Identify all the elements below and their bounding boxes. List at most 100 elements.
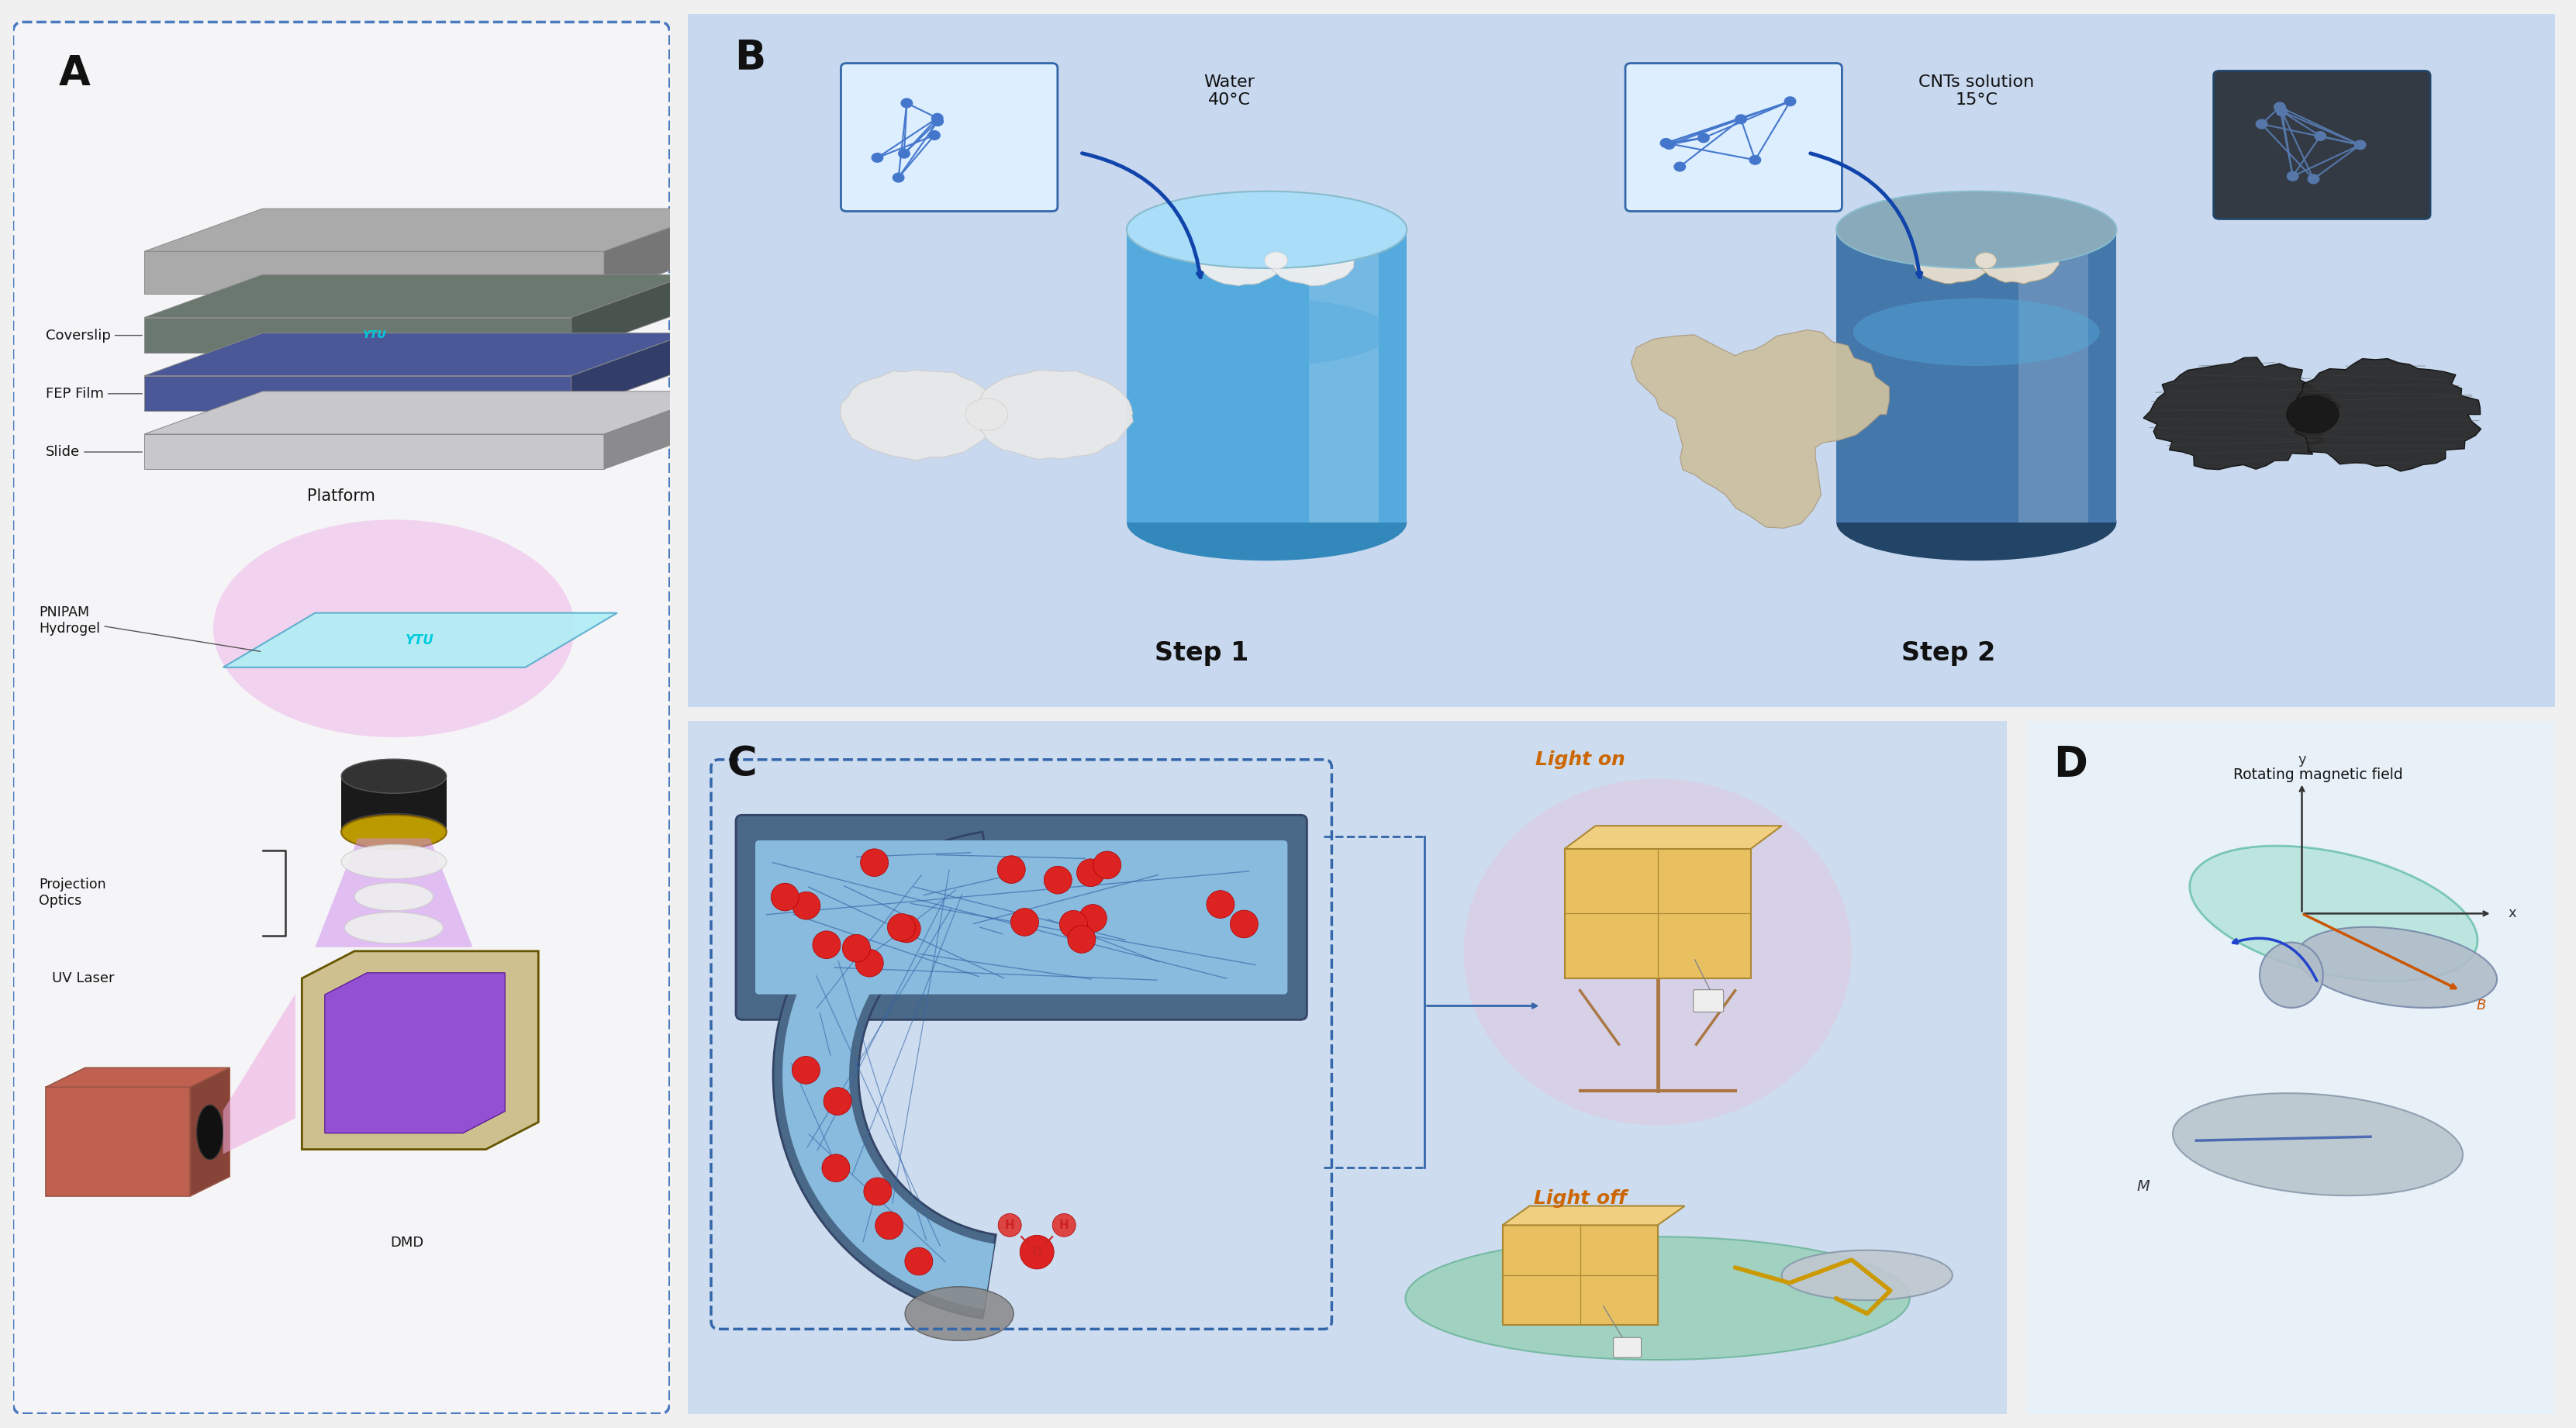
Circle shape (1206, 891, 1234, 918)
Ellipse shape (1126, 191, 1406, 268)
Ellipse shape (343, 814, 446, 848)
Polygon shape (2143, 357, 2342, 470)
Polygon shape (144, 317, 572, 353)
Text: Step 1: Step 1 (1154, 640, 1249, 665)
Text: Rotating magnetic field: Rotating magnetic field (2233, 768, 2403, 783)
Ellipse shape (1144, 298, 1391, 366)
FancyBboxPatch shape (1625, 63, 1842, 211)
Text: O: O (1033, 1247, 1041, 1258)
Circle shape (791, 1057, 819, 1084)
FancyBboxPatch shape (2022, 714, 2561, 1421)
Circle shape (1054, 1214, 1077, 1237)
Circle shape (891, 173, 904, 183)
Polygon shape (1631, 330, 1888, 528)
Text: YTU: YTU (363, 330, 386, 340)
Ellipse shape (345, 912, 443, 944)
Circle shape (1664, 140, 1674, 150)
Polygon shape (1502, 1225, 1656, 1325)
Polygon shape (224, 994, 296, 1154)
Circle shape (1231, 910, 1257, 938)
Circle shape (1043, 867, 1072, 894)
Circle shape (1659, 139, 1672, 149)
Polygon shape (605, 391, 721, 470)
FancyBboxPatch shape (755, 841, 1288, 994)
Circle shape (2287, 171, 2298, 181)
Polygon shape (572, 274, 690, 353)
Bar (1837, 230, 2117, 523)
Text: B: B (734, 37, 765, 77)
Polygon shape (46, 1068, 229, 1087)
Circle shape (1077, 858, 1105, 887)
Ellipse shape (1463, 778, 1852, 1125)
Ellipse shape (343, 844, 446, 878)
Ellipse shape (1976, 253, 1996, 268)
Circle shape (1059, 911, 1087, 938)
Text: CNTs solution
15°C: CNTs solution 15°C (1919, 74, 2035, 109)
Circle shape (1066, 925, 1095, 952)
Circle shape (1734, 114, 1747, 124)
Ellipse shape (2259, 942, 2324, 1008)
Circle shape (1079, 904, 1108, 932)
Ellipse shape (214, 520, 574, 737)
Circle shape (933, 116, 943, 127)
FancyBboxPatch shape (1613, 1338, 1641, 1358)
FancyBboxPatch shape (1692, 990, 1723, 1012)
Ellipse shape (2287, 396, 2339, 433)
Polygon shape (1502, 1205, 1685, 1225)
Text: B: B (2476, 1000, 2486, 1012)
Polygon shape (840, 370, 999, 460)
Circle shape (1092, 851, 1121, 880)
Ellipse shape (2172, 1094, 2463, 1195)
Polygon shape (144, 376, 572, 411)
Circle shape (770, 883, 799, 911)
Bar (2020, 230, 2089, 523)
Text: FEP Film: FEP Film (46, 387, 142, 401)
Circle shape (824, 1087, 853, 1115)
Circle shape (1785, 96, 1795, 107)
FancyBboxPatch shape (677, 7, 2566, 714)
Circle shape (842, 934, 871, 962)
FancyBboxPatch shape (680, 714, 2014, 1421)
Polygon shape (301, 951, 538, 1150)
Text: Light off: Light off (1533, 1190, 1625, 1208)
Polygon shape (144, 434, 605, 470)
Text: DMD: DMD (389, 1235, 425, 1250)
Text: H: H (1059, 1220, 1069, 1231)
Text: YTU: YTU (407, 633, 435, 647)
Polygon shape (605, 208, 721, 294)
Text: D: D (2053, 744, 2087, 784)
Circle shape (894, 915, 920, 942)
Circle shape (811, 931, 840, 958)
Circle shape (2275, 107, 2287, 117)
Polygon shape (1270, 236, 1355, 286)
Circle shape (822, 1154, 850, 1182)
Circle shape (2354, 140, 2367, 150)
Text: Coverslip: Coverslip (46, 328, 142, 343)
Polygon shape (191, 1068, 229, 1197)
Ellipse shape (2298, 927, 2496, 1008)
Ellipse shape (1265, 251, 1288, 268)
Polygon shape (224, 613, 618, 667)
Ellipse shape (1406, 1237, 1909, 1359)
Polygon shape (974, 370, 1133, 460)
Ellipse shape (966, 398, 1007, 430)
Bar (343, 777, 446, 831)
Ellipse shape (1126, 484, 1406, 561)
Text: UV Laser: UV Laser (52, 971, 116, 985)
FancyBboxPatch shape (13, 21, 670, 1414)
Polygon shape (144, 208, 721, 251)
Text: y: y (2298, 753, 2306, 767)
Circle shape (927, 130, 940, 140)
Circle shape (793, 892, 819, 920)
Ellipse shape (1837, 484, 2117, 561)
Ellipse shape (1783, 1250, 1953, 1301)
Ellipse shape (1837, 191, 2117, 268)
Text: H: H (1005, 1220, 1015, 1231)
Circle shape (899, 149, 909, 159)
Polygon shape (325, 972, 505, 1132)
Circle shape (2257, 119, 2267, 129)
Circle shape (889, 914, 914, 941)
Ellipse shape (355, 883, 433, 911)
FancyBboxPatch shape (737, 815, 1306, 1020)
Circle shape (855, 950, 884, 977)
